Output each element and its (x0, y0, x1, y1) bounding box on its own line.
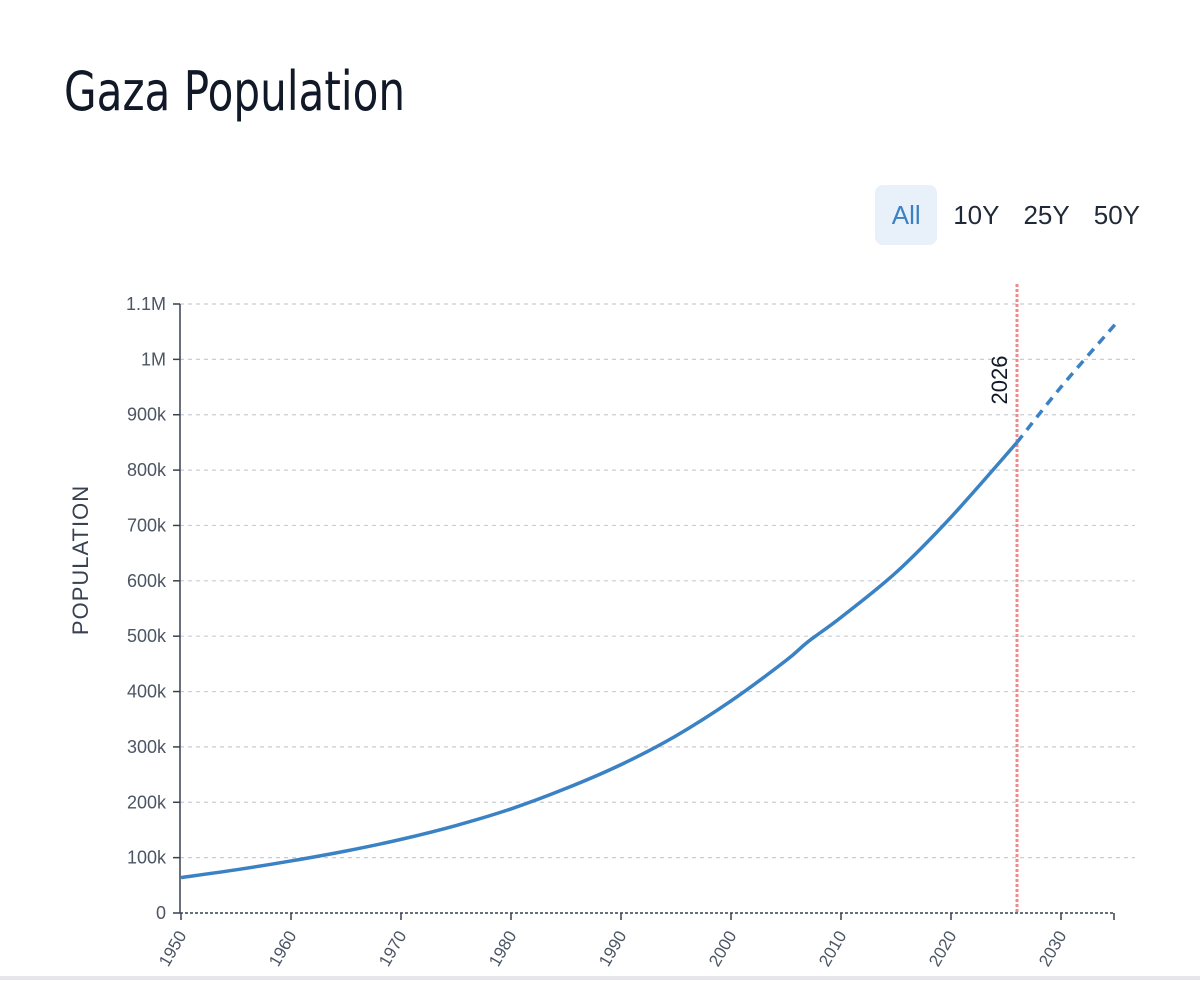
y-tick-label: 400k (127, 682, 167, 702)
range-button-10y[interactable]: 10Y (953, 199, 1000, 230)
y-tick-label: 300k (127, 737, 167, 757)
axes: 0 100k 200k 300k 400k 500k 600k 700k 800k 900k 1M 1… (126, 294, 1115, 970)
y-tick-label: 200k (127, 792, 167, 812)
y-tick-label: 700k (127, 515, 167, 535)
projection-line (1015, 322, 1118, 444)
grid-lines (180, 303, 1135, 859)
range-button-25y[interactable]: 25Y (1023, 199, 1070, 230)
range-button-50y[interactable]: 50Y (1093, 199, 1140, 230)
y-tick-label: 800k (127, 460, 167, 480)
range-selector: All 10Y 25Y 50Y (875, 185, 1148, 245)
x-tick-label: 1950 (155, 928, 190, 970)
x-tick-label: 2010 (815, 928, 850, 970)
y-tick-label: 0 (156, 903, 166, 923)
marker-label: 2026 (987, 356, 1012, 405)
x-tick-label: 2020 (925, 928, 960, 970)
y-tick-label: 900k (127, 405, 167, 425)
x-tick-label: 1980 (485, 928, 520, 970)
range-button-all[interactable]: All (875, 185, 938, 245)
x-tick-label: 1960 (265, 928, 300, 970)
x-tick-label: 2000 (705, 928, 740, 970)
bottom-divider (0, 976, 1200, 980)
series-lines (180, 322, 1118, 880)
x-tick-label: 1970 (375, 928, 410, 970)
y-tick-label: 600k (127, 571, 167, 591)
population-line (180, 441, 1019, 880)
y-axis-label: POPULATION (68, 485, 93, 635)
page-title: Gaza Population (64, 60, 406, 123)
y-tick-label: 100k (127, 848, 167, 868)
y-tick-label: 1M (141, 349, 166, 369)
y-tick-label: 500k (127, 626, 167, 646)
x-tick-label: 2030 (1035, 928, 1070, 970)
y-tick-label: 1.1M (126, 294, 166, 314)
current-year-marker: 2026 (987, 284, 1019, 913)
x-tick-label: 1990 (595, 928, 630, 970)
